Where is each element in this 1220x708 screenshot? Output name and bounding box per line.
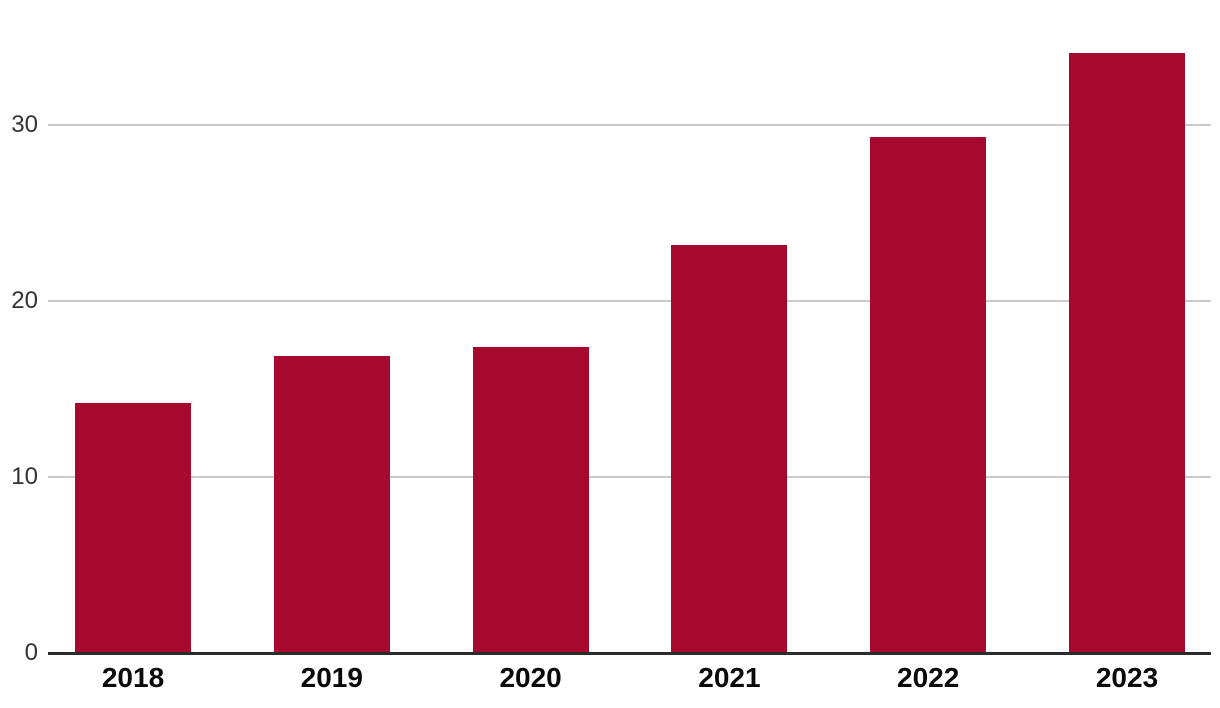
x-axis-label-2018: 2018	[101, 662, 165, 693]
bar-2022	[870, 137, 987, 653]
gridline-10	[48, 476, 1211, 478]
bar-2019	[273, 355, 390, 653]
gridline-30	[48, 124, 1211, 126]
x-axis-label-2021: 2021	[698, 662, 761, 693]
y-axis-tick-label-0: 0	[24, 639, 38, 666]
y-axis-tick-label-20: 20	[11, 287, 38, 314]
x-axis-label-2020: 2020	[499, 662, 562, 693]
x-axis-label-2023: 2023	[1095, 662, 1159, 693]
bar-2020	[472, 346, 589, 653]
bar-2023	[1069, 52, 1185, 653]
y-axis-tick-label-10: 10	[11, 463, 38, 490]
y-axis-tick-label-30: 30	[11, 111, 38, 138]
x-axis-line	[48, 651, 1211, 655]
x-axis-label-2022: 2022	[897, 662, 960, 693]
x-axis-label-2019: 2019	[300, 662, 363, 693]
bar-2021	[671, 244, 788, 653]
bar-2018	[75, 403, 191, 653]
gridline-20	[48, 300, 1211, 302]
